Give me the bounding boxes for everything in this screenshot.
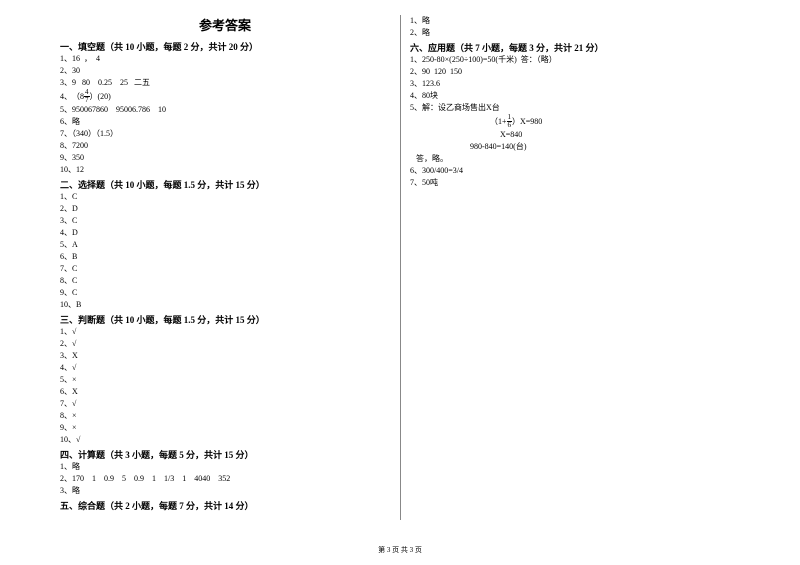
answer-line: 4、D <box>60 227 390 239</box>
answer-line: 1、C <box>60 191 390 203</box>
answer-line: 1、16 ， 4 <box>60 53 390 65</box>
answer-line: 8、× <box>60 410 390 422</box>
answer-line: 9、350 <box>60 152 390 164</box>
answer-line: 5、解：设乙商场售出X台 <box>410 102 740 114</box>
answer-line: 答，略。 <box>410 153 740 165</box>
answer-line: 4、（847）(20) <box>60 89 390 104</box>
answer-line: 3、略 <box>60 485 390 497</box>
page-title: 参考答案 <box>60 15 390 34</box>
answer-line: 9、× <box>60 422 390 434</box>
answer-line: 980-840=140(台) <box>410 141 740 153</box>
answer-line: 10、B <box>60 299 390 311</box>
answer-line: 8、C <box>60 275 390 287</box>
answer-line: 7、（340）（1.5） <box>60 128 390 140</box>
content-body: 一、填空题（共 10 小题，每题 2 分，共计 20 分）1、16 ， 42、3… <box>60 15 740 520</box>
answer-line: 1、略 <box>410 15 740 27</box>
answer-line: 6、略 <box>60 116 390 128</box>
answer-line: 10、√ <box>60 434 390 446</box>
answer-line: X=840 <box>410 129 740 141</box>
answer-line: 3、123.6 <box>410 78 740 90</box>
answer-line: 7、√ <box>60 398 390 410</box>
section-header: 五、综合题（共 2 小题，每题 7 分，共计 14 分） <box>60 499 390 512</box>
answer-line: 5、A <box>60 239 390 251</box>
section-header: 六、应用题（共 7 小题，每题 3 分，共计 21 分） <box>410 41 740 54</box>
answer-line: 2、90 120 150 <box>410 66 740 78</box>
document-page: 参考答案 一、填空题（共 10 小题，每题 2 分，共计 20 分）1、16 ，… <box>0 0 800 520</box>
section-header: 三、判断题（共 10 小题，每题 1.5 分，共计 15 分） <box>60 313 390 326</box>
answer-line: 1、250-80×(250÷100)=50(千米) 答：（略） <box>410 54 740 66</box>
answer-line: 2、√ <box>60 338 390 350</box>
answer-line: 5、× <box>60 374 390 386</box>
section-header: 二、选择题（共 10 小题，每题 1.5 分，共计 15 分） <box>60 178 390 191</box>
answer-line: 2、D <box>60 203 390 215</box>
answer-line: 7、C <box>60 263 390 275</box>
answer-line: 3、9 80 0.25 25 二五 <box>60 77 390 89</box>
answer-line: 6、X <box>60 386 390 398</box>
answer-line: 2、170 1 0.9 5 0.9 1 1/3 1 4040 352 <box>60 473 390 485</box>
answer-line: 10、12 <box>60 164 390 176</box>
answer-line: 6、300/400=3/4 <box>410 165 740 177</box>
answer-line: 7、50吨 <box>410 177 740 189</box>
page-footer: 第 3 页 共 3 页 <box>0 545 800 555</box>
answer-line: （1+16）X=980 <box>410 114 740 129</box>
answer-line: 2、略 <box>410 27 740 39</box>
answer-line: 2、30 <box>60 65 390 77</box>
answer-line: 4、80块 <box>410 90 740 102</box>
answer-line: 5、950067860 95006.786 10 <box>60 104 390 116</box>
section-header: 一、填空题（共 10 小题，每题 2 分，共计 20 分） <box>60 40 390 53</box>
answer-line: 6、B <box>60 251 390 263</box>
answer-line: 9、C <box>60 287 390 299</box>
answer-line: 1、√ <box>60 326 390 338</box>
answer-line: 1、略 <box>60 461 390 473</box>
section-header: 四、计算题（共 3 小题，每题 5 分，共计 15 分） <box>60 448 390 461</box>
answer-line: 4、√ <box>60 362 390 374</box>
answer-line: 3、X <box>60 350 390 362</box>
answer-line: 3、C <box>60 215 390 227</box>
answer-line: 8、7200 <box>60 140 390 152</box>
